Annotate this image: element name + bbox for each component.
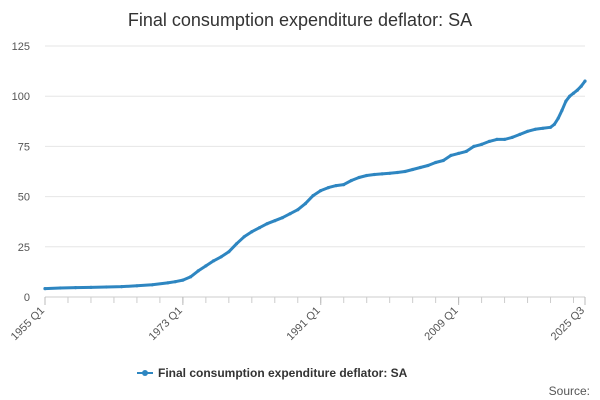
data-point — [411, 167, 415, 172]
chart-title: Final consumption expenditure deflator: … — [128, 10, 472, 30]
data-point — [150, 283, 154, 287]
data-point — [487, 139, 491, 143]
data-point — [250, 230, 254, 234]
data-point — [518, 132, 522, 136]
data-point — [296, 208, 300, 212]
data-point — [503, 137, 507, 141]
y-tick-label-4: 100 — [12, 91, 30, 103]
data-point — [380, 172, 384, 176]
x-tick-label-3: 2009 Q1 — [422, 305, 460, 343]
data-point — [449, 153, 453, 157]
data-point — [418, 165, 422, 170]
data-point — [311, 194, 315, 198]
x-tick-label-2: 1991 Q1 — [285, 305, 323, 343]
data-point — [568, 94, 572, 98]
data-point — [211, 259, 216, 263]
data-point — [472, 144, 476, 148]
series-line-0 — [43, 79, 587, 291]
data-point — [181, 278, 185, 282]
data-point — [552, 122, 557, 126]
data-point — [234, 242, 239, 246]
data-point — [326, 186, 330, 190]
data-point — [510, 135, 514, 139]
data-point — [135, 284, 139, 288]
data-point — [372, 172, 376, 177]
data-point — [533, 127, 537, 131]
data-point — [173, 280, 177, 284]
data-point — [357, 175, 361, 180]
data-point — [571, 91, 576, 95]
data-point — [434, 160, 438, 165]
data-point — [579, 84, 583, 88]
data-point — [441, 158, 445, 163]
data-point — [334, 184, 338, 188]
grid-lines — [45, 45, 585, 298]
data-point — [564, 99, 568, 103]
y-axis: 0 25 50 75 100 125 — [12, 41, 30, 304]
legend-swatch-marker — [142, 370, 148, 376]
data-point — [74, 286, 78, 290]
legend[interactable]: Final consumption expenditure deflator: … — [137, 366, 408, 380]
data-point — [303, 202, 307, 206]
data-point — [89, 285, 93, 289]
data-point — [403, 169, 407, 174]
x-tick-label-4: 2025 Q3 — [549, 305, 587, 343]
data-point — [219, 255, 223, 259]
data-point — [280, 216, 284, 220]
x-axis: 1955 Q1 1973 Q1 1991 Q1 2009 Q1 2025 Q3 — [9, 297, 587, 343]
data-point — [349, 178, 353, 183]
data-point — [273, 219, 277, 223]
data-point — [196, 269, 200, 273]
data-point — [342, 183, 346, 187]
y-tick-label-5: 125 — [12, 41, 30, 53]
data-point — [526, 129, 530, 133]
data-point — [204, 264, 208, 268]
data-point — [319, 189, 323, 193]
x-tick-label-0: 1955 Q1 — [9, 305, 47, 343]
series-layer — [43, 79, 587, 291]
data-point — [265, 222, 269, 226]
data-point — [575, 88, 579, 92]
data-point — [188, 275, 193, 279]
data-point — [426, 163, 430, 168]
legend-item-label[interactable]: Final consumption expenditure deflator: … — [158, 366, 408, 380]
y-tick-label-2: 50 — [18, 192, 30, 204]
data-point — [395, 170, 399, 175]
data-point — [480, 142, 484, 146]
x-tick-label-1: 1973 Q1 — [147, 305, 185, 343]
data-point — [548, 125, 553, 129]
data-point — [288, 212, 292, 216]
y-tick-label-1: 25 — [18, 242, 30, 254]
source-label: Source: — [549, 384, 590, 398]
data-point — [120, 285, 124, 289]
data-point — [388, 171, 392, 175]
data-point — [541, 126, 545, 130]
data-point — [257, 226, 262, 230]
data-point — [556, 116, 560, 120]
data-point — [166, 281, 170, 285]
y-tick-label-3: 75 — [18, 141, 30, 153]
data-point — [583, 79, 587, 83]
y-tick-label-0: 0 — [24, 292, 30, 304]
data-point — [464, 149, 468, 153]
data-point — [58, 286, 62, 290]
data-point — [560, 108, 564, 112]
data-point — [242, 235, 246, 239]
data-point — [365, 173, 369, 178]
data-point — [43, 287, 47, 291]
data-point — [495, 137, 499, 141]
data-point — [457, 151, 461, 155]
data-point — [227, 250, 231, 254]
data-point — [104, 285, 108, 289]
